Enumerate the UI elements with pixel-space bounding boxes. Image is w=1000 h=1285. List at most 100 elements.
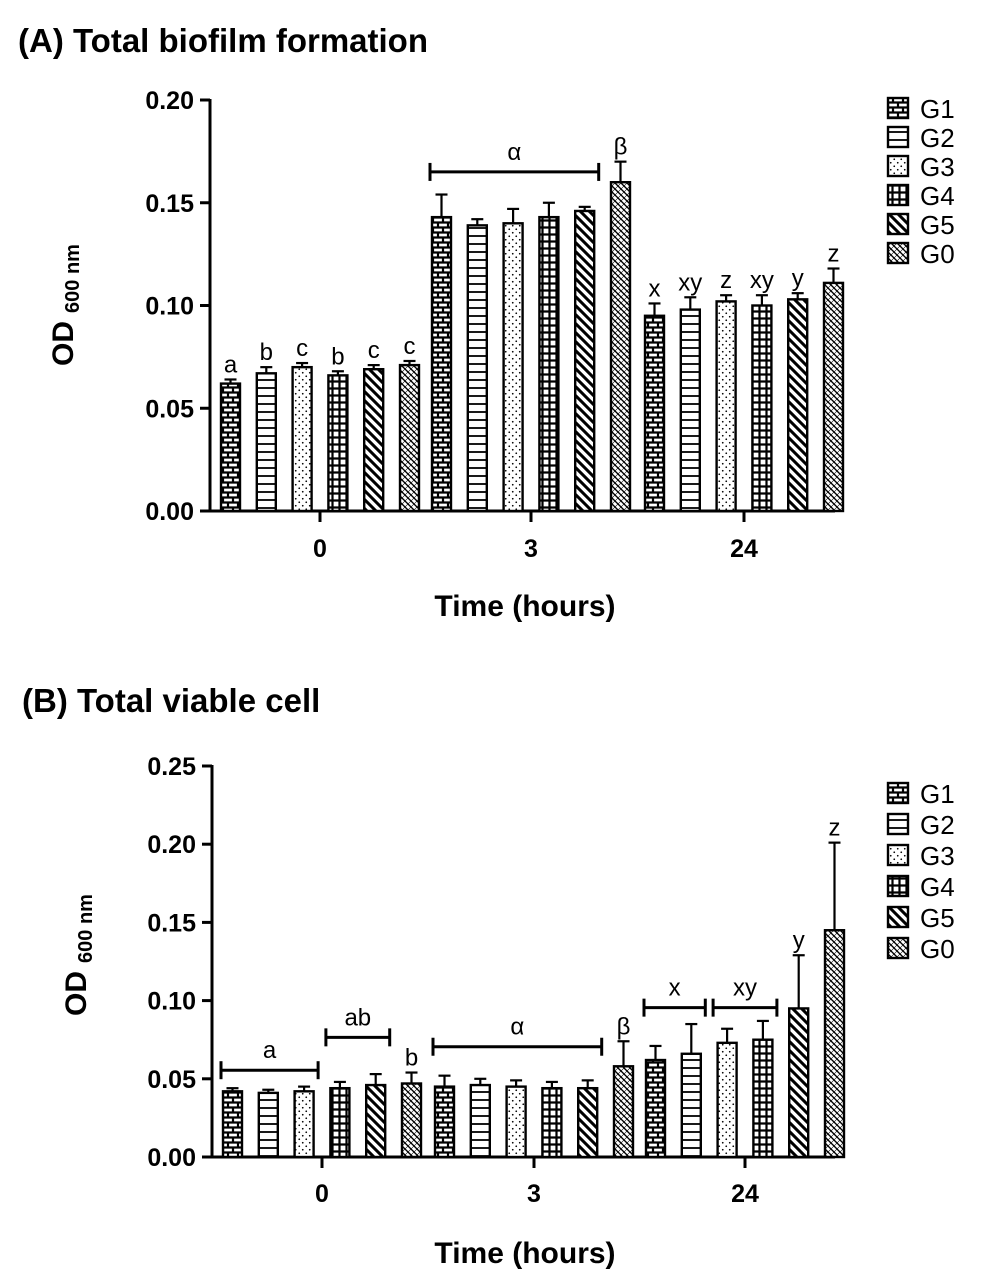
bar-g0 [823,929,846,1159]
legend-swatch-g5 [886,212,910,236]
y-axis-label-main: OD [47,321,80,366]
y-tick-label: 0.10 [145,293,194,321]
y-axis-label: OD 600 nm [47,244,84,366]
bar-g3 [293,1090,315,1159]
significance-label: β [617,1013,631,1040]
y-tick-label: 0.05 [145,395,194,423]
legend-swatch-g2 [886,812,910,836]
y-tick-label: 0.15 [145,190,194,218]
x-axis-label: Time (hours) [434,1237,615,1270]
legend-swatch-g4 [886,874,910,898]
legend-swatch-g1 [886,96,910,120]
legend-swatch-g4 [886,183,910,207]
bar-g3 [502,222,524,513]
bar-g3 [291,365,313,513]
bar-g1 [643,314,666,513]
chart-viable-cell: (B) Total viable cell 0.00 0.05 0.10 0.15 0.2… [22,682,955,1270]
y-tick-label: 0.20 [145,87,194,115]
bar-g5 [365,1083,387,1159]
significance-label: xy [678,269,702,296]
significance-label: β [614,134,628,161]
x-tick-label: 24 [730,535,758,563]
legend-label: G4 [920,181,955,211]
x-tick-label: 24 [731,1180,759,1208]
y-tick-label: 0.00 [147,1144,196,1172]
significance-label: a [263,1037,277,1064]
y-tick-label: 0.25 [147,753,196,781]
legend-swatch-g0 [886,936,910,960]
significance-label: α [507,139,521,166]
y-axis-label-subscript: 600 nm [75,894,97,963]
significance-label: z [829,815,841,842]
x-tick-label: 0 [315,1180,329,1208]
legend-swatch-g1 [886,781,910,805]
bar-g0 [400,1082,423,1159]
bar-g2 [257,1091,279,1159]
legend-label: G2 [920,123,955,153]
bar-g4 [538,215,560,513]
bar-g4 [329,1086,351,1159]
legend-swatch-g0 [886,241,910,265]
legend-label: G5 [920,210,955,240]
x-tick-label: 3 [524,535,538,563]
significance-label: c [296,335,308,362]
bar-g0 [398,363,421,513]
bar-g1 [644,1058,667,1159]
legend-swatch-g3 [886,154,910,178]
legend-label: G1 [920,94,955,124]
y-axis-label-subscript: 600 nm [62,244,84,313]
y-axis-label: OD 600 nm [60,894,97,1016]
bar-g0 [822,281,845,513]
bar-g1 [219,382,242,513]
legend-label: G3 [920,152,955,182]
bar-g5 [577,1086,599,1159]
significance-label: c [404,333,416,360]
significance-label: z [720,267,732,294]
chart-title: (B) Total viable cell [22,682,320,719]
legend-label: G0 [920,934,955,964]
significance-label: a [224,351,238,378]
bar-g1 [430,215,453,513]
significance-label: b [331,343,344,370]
y-tick-label: 0.20 [147,831,196,859]
bar-g2 [255,372,277,513]
bar-g4 [541,1086,563,1159]
x-axis-label: Time (hours) [434,590,615,623]
bar-g3 [715,300,737,513]
significance-label: b [260,339,273,366]
significance-label: α [510,1014,524,1041]
significance-label: c [368,337,380,364]
significance-label: y [793,927,805,954]
bar-g4 [327,374,349,513]
bar-g5 [787,298,809,513]
bar-g2 [680,1052,702,1159]
chart-title: (A) Total biofilm formation [18,22,428,59]
y-tick-label: 0.05 [147,1066,196,1094]
chart-biofilm-formation: (A) Total biofilm formation 0.00 0.05 0.10 0… [18,22,955,623]
bar-g2 [469,1083,491,1159]
bar-g5 [574,209,596,513]
bar-g5 [788,1007,810,1159]
legend-swatch-g3 [886,843,910,867]
significance-label: xy [733,975,757,1002]
x-tick-label: 0 [313,535,327,563]
significance-label: y [792,265,804,292]
legend-swatch-g5 [886,905,910,929]
significance-label: ab [344,1004,371,1031]
y-axis-label-main: OD [60,971,93,1016]
significance-label: xy [750,267,774,294]
bar-g1 [221,1090,244,1159]
legend-label: G5 [920,903,955,933]
y-tick-label: 0.15 [147,909,196,937]
x-tick-label: 3 [527,1180,541,1208]
y-tick-label: 0.00 [145,498,194,526]
y-tick-label: 0.10 [147,988,196,1016]
significance-label: x [669,975,681,1002]
bar-g3 [505,1085,527,1159]
bar-g1 [433,1085,456,1159]
bar-g3 [716,1041,738,1159]
bar-g2 [466,224,488,513]
significance-label: x [649,275,661,302]
bar-g4 [751,304,773,513]
legend-swatch-g2 [886,125,910,149]
